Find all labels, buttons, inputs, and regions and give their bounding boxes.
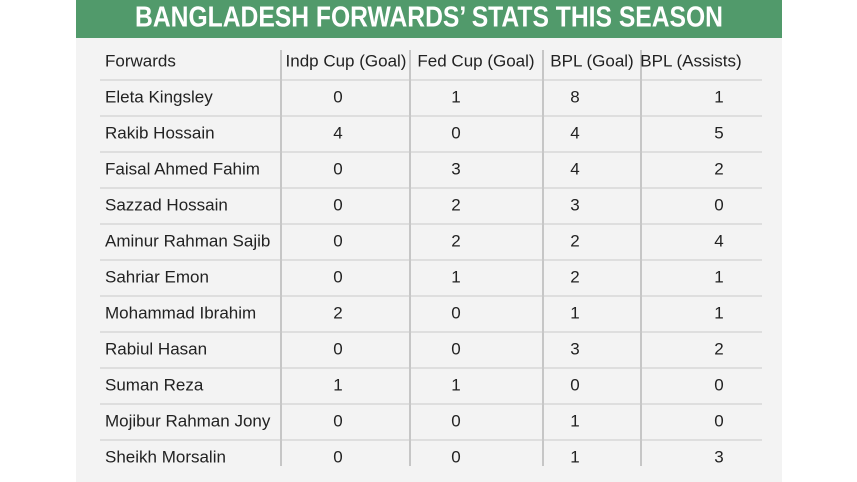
stat-cell: 4 [333, 123, 342, 142]
stat-cell: 0 [333, 159, 342, 178]
stat-cell: 4 [714, 231, 723, 250]
player-name: Rabiul Hasan [105, 339, 207, 358]
stat-cell: 3 [570, 339, 579, 358]
stat-cell: 4 [570, 159, 579, 178]
stat-cell: 1 [570, 303, 579, 322]
stat-cell: 1 [714, 267, 723, 286]
stat-cell: 0 [333, 87, 342, 106]
column-header: BPL (Goal) [550, 51, 633, 70]
stat-cell: 2 [451, 231, 460, 250]
column-header: Forwards [105, 51, 176, 70]
player-name: Sahriar Emon [105, 267, 209, 286]
stat-cell: 2 [714, 159, 723, 178]
stat-cell: 0 [714, 375, 723, 394]
stat-cell: 1 [714, 303, 723, 322]
stat-cell: 0 [333, 231, 342, 250]
player-name: Suman Reza [105, 375, 204, 394]
player-name: Sazzad Hossain [105, 195, 228, 214]
player-name: Sheikh Morsalin [105, 447, 226, 466]
stat-cell: 1 [570, 411, 579, 430]
title-bar [76, 0, 782, 38]
player-name: Mojibur Rahman Jony [105, 411, 271, 430]
stat-cell: 0 [714, 195, 723, 214]
stat-cell: 1 [451, 375, 460, 394]
column-header: Indp Cup (Goal) [286, 51, 407, 70]
stat-cell: 2 [570, 267, 579, 286]
stat-cell: 3 [570, 195, 579, 214]
player-name: Eleta Kingsley [105, 87, 213, 106]
table-grid [280, 50, 642, 466]
stat-cell: 0 [333, 267, 342, 286]
stat-cell: 0 [451, 123, 460, 142]
stat-cell: 1 [451, 267, 460, 286]
stat-cell: 2 [570, 231, 579, 250]
player-name: Mohammad Ibrahim [105, 303, 256, 322]
stat-cell: 0 [333, 411, 342, 430]
player-name: Faisal Ahmed Fahim [105, 159, 260, 178]
stat-cell: 0 [451, 447, 460, 466]
stat-cell: 8 [570, 87, 579, 106]
player-name: Aminur Rahman Sajib [105, 231, 270, 250]
stat-cell: 4 [570, 123, 579, 142]
stat-cell: 1 [333, 375, 342, 394]
stat-cell: 2 [451, 195, 460, 214]
stat-cell: 0 [451, 411, 460, 430]
stat-cell: 3 [451, 159, 460, 178]
stat-cell: 2 [333, 303, 342, 322]
player-name: Rakib Hossain [105, 123, 215, 142]
stat-cell: 2 [714, 339, 723, 358]
stat-cell: 3 [714, 447, 723, 466]
stat-cell: 0 [333, 195, 342, 214]
stat-cell: 1 [570, 447, 579, 466]
stat-cell: 1 [714, 87, 723, 106]
title: BANGLADESH FORWARDS’ STATS THIS SEASON [135, 2, 723, 34]
column-header: Fed Cup (Goal) [417, 51, 534, 70]
stat-cell: 0 [451, 303, 460, 322]
stat-cell: 0 [333, 447, 342, 466]
stat-cell: 0 [333, 339, 342, 358]
stat-cell: 1 [451, 87, 460, 106]
column-header: BPL (Assists) [640, 51, 741, 70]
stat-cell: 0 [570, 375, 579, 394]
stat-cell: 5 [714, 123, 723, 142]
stat-cell: 0 [714, 411, 723, 430]
stat-cell: 0 [451, 339, 460, 358]
